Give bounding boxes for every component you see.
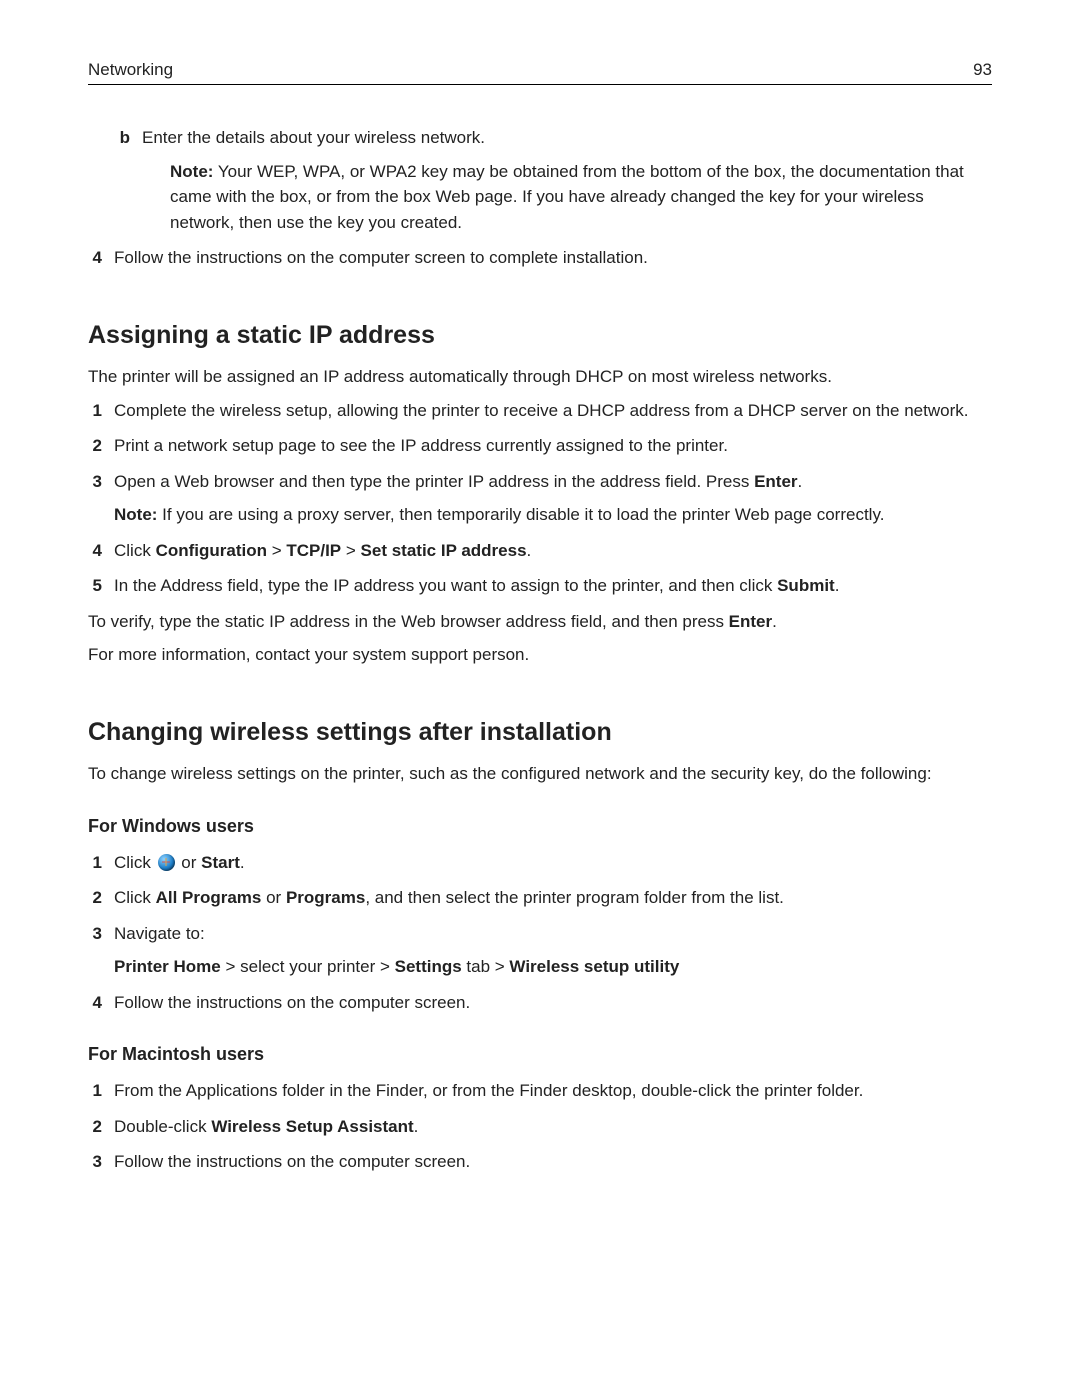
step-text: Print a network setup page to see the IP… bbox=[114, 433, 992, 459]
nav-path: Printer Home > select your printer > Set… bbox=[114, 954, 992, 980]
step-marker: 3 bbox=[88, 1149, 114, 1175]
section-title-static-ip: Assigning a static IP address bbox=[88, 317, 992, 355]
static-step-3: 3 Open a Web browser and then type the p… bbox=[88, 469, 992, 528]
step-text: Click or Start. bbox=[114, 850, 992, 876]
static-step-1: 1 Complete the wireless setup, allowing … bbox=[88, 398, 992, 424]
step-marker: 3 bbox=[88, 921, 114, 980]
verify-text: To verify, type the static IP address in… bbox=[88, 609, 992, 635]
step-marker: 2 bbox=[88, 433, 114, 459]
document-page: Networking 93 b Enter the details about … bbox=[0, 0, 1080, 1397]
step-marker: 4 bbox=[88, 990, 114, 1016]
step-marker: 2 bbox=[88, 885, 114, 911]
win-step-3: 3 Navigate to: Printer Home > select you… bbox=[88, 921, 992, 980]
mac-step-1: 1 From the Applications folder in the Fi… bbox=[88, 1078, 992, 1104]
section-intro: To change wireless settings on the print… bbox=[88, 761, 992, 787]
step-marker: b bbox=[116, 125, 142, 235]
header-section-name: Networking bbox=[88, 60, 173, 80]
start-orb-icon bbox=[158, 854, 175, 871]
step-marker: 1 bbox=[88, 1078, 114, 1104]
win-step-1: 1 Click or Start. bbox=[88, 850, 992, 876]
step-b: b Enter the details about your wireless … bbox=[116, 125, 992, 235]
step-4: 4 Follow the instructions on the compute… bbox=[88, 245, 992, 271]
step-marker: 4 bbox=[88, 538, 114, 564]
note-text: Your WEP, WPA, or WPA2 key may be obtain… bbox=[170, 162, 964, 232]
step-text: From the Applications folder in the Find… bbox=[114, 1078, 992, 1104]
step-marker: 2 bbox=[88, 1114, 114, 1140]
step-body: Navigate to: Printer Home > select your … bbox=[114, 921, 992, 980]
win-step-4: 4 Follow the instructions on the compute… bbox=[88, 990, 992, 1016]
step-text: In the Address field, type the IP addres… bbox=[114, 573, 992, 599]
subheading-mac: For Macintosh users bbox=[88, 1041, 992, 1068]
static-step-2: 2 Print a network setup page to see the … bbox=[88, 433, 992, 459]
static-step-5: 5 In the Address field, type the IP addr… bbox=[88, 573, 992, 599]
step-text: Click Configuration > TCP/IP > Set stati… bbox=[114, 538, 992, 564]
page-number: 93 bbox=[973, 60, 992, 80]
note-label: Note: bbox=[114, 505, 157, 524]
step-body: Open a Web browser and then type the pri… bbox=[114, 469, 992, 528]
note-text: If you are using a proxy server, then te… bbox=[157, 505, 884, 524]
subheading-windows: For Windows users bbox=[88, 813, 992, 840]
note-block: Note: If you are using a proxy server, t… bbox=[114, 502, 992, 528]
note-block: Note: Your WEP, WPA, or WPA2 key may be … bbox=[170, 159, 992, 236]
step-text: Open a Web browser and then type the pri… bbox=[114, 472, 802, 491]
step-text: Follow the instructions on the computer … bbox=[114, 245, 992, 271]
more-info-text: For more information, contact your syste… bbox=[88, 642, 992, 668]
page-content: b Enter the details about your wireless … bbox=[88, 125, 992, 1175]
step-text: Follow the instructions on the computer … bbox=[114, 1149, 992, 1175]
section-title-changing-wireless: Changing wireless settings after install… bbox=[88, 714, 992, 752]
step-text: Double‑click Wireless Setup Assistant. bbox=[114, 1114, 992, 1140]
section-intro: The printer will be assigned an IP addre… bbox=[88, 364, 992, 390]
page-header: Networking 93 bbox=[88, 60, 992, 85]
step-text: Follow the instructions on the computer … bbox=[114, 990, 992, 1016]
step-marker: 1 bbox=[88, 850, 114, 876]
step-marker: 4 bbox=[88, 245, 114, 271]
step-marker: 5 bbox=[88, 573, 114, 599]
note-label: Note: bbox=[170, 162, 213, 181]
step-text: Click All Programs or Programs, and then… bbox=[114, 885, 992, 911]
static-step-4: 4 Click Configuration > TCP/IP > Set sta… bbox=[88, 538, 992, 564]
mac-step-3: 3 Follow the instructions on the compute… bbox=[88, 1149, 992, 1175]
step-text: Complete the wireless setup, allowing th… bbox=[114, 398, 992, 424]
step-text: Enter the details about your wireless ne… bbox=[142, 125, 992, 151]
step-marker: 1 bbox=[88, 398, 114, 424]
step-marker: 3 bbox=[88, 469, 114, 528]
step-text: Navigate to: bbox=[114, 921, 992, 947]
mac-step-2: 2 Double‑click Wireless Setup Assistant. bbox=[88, 1114, 992, 1140]
win-step-2: 2 Click All Programs or Programs, and th… bbox=[88, 885, 992, 911]
step-body: Enter the details about your wireless ne… bbox=[142, 125, 992, 235]
